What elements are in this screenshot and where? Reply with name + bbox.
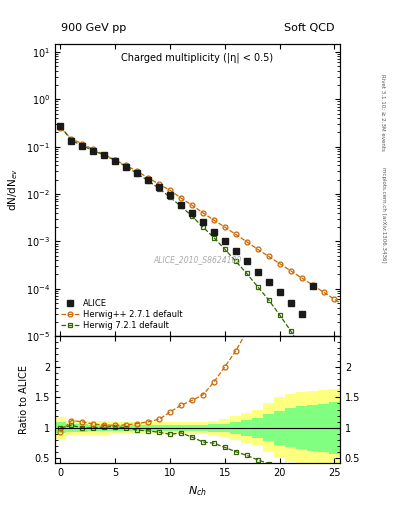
Herwig++ 2.7.1 default [211, 217, 216, 223]
Herwig++ 2.7.1 default [200, 210, 205, 216]
Herwig 7.2.1 default [288, 328, 293, 334]
Herwig++ 2.7.1 default [277, 261, 282, 267]
Herwig++ 2.7.1 default [102, 152, 107, 158]
ALICE [222, 238, 227, 244]
ALICE [168, 192, 173, 198]
Herwig 7.2.1 default [113, 157, 118, 163]
Herwig++ 2.7.1 default [168, 187, 173, 194]
ALICE [244, 258, 249, 264]
ALICE [58, 123, 63, 129]
Herwig++ 2.7.1 default [343, 304, 348, 310]
Herwig 7.2.1 default [200, 224, 205, 230]
Text: Soft QCD: Soft QCD [284, 23, 334, 33]
ALICE [288, 300, 293, 306]
Herwig++ 2.7.1 default [135, 168, 140, 175]
ALICE [91, 147, 96, 154]
Herwig++ 2.7.1 default [58, 125, 63, 131]
Herwig++ 2.7.1 default [179, 195, 184, 201]
Line: Herwig 7.2.1 default: Herwig 7.2.1 default [58, 124, 315, 372]
ALICE [299, 310, 304, 316]
X-axis label: $N_{ch}$: $N_{ch}$ [188, 484, 207, 498]
Herwig++ 2.7.1 default [146, 175, 151, 181]
Herwig 7.2.1 default [179, 203, 184, 209]
Herwig 7.2.1 default [266, 297, 271, 303]
Herwig 7.2.1 default [233, 258, 238, 264]
Herwig 7.2.1 default [124, 163, 129, 169]
Herwig 7.2.1 default [80, 142, 85, 148]
Herwig++ 2.7.1 default [310, 282, 315, 288]
Herwig++ 2.7.1 default [266, 253, 271, 260]
Herwig++ 2.7.1 default [288, 268, 293, 274]
ALICE [255, 269, 260, 275]
ALICE [211, 229, 216, 235]
Herwig++ 2.7.1 default [244, 239, 249, 245]
Line: ALICE: ALICE [58, 123, 315, 316]
Herwig 7.2.1 default [255, 284, 260, 290]
Herwig 7.2.1 default [58, 123, 63, 129]
Herwig 7.2.1 default [146, 178, 151, 184]
Text: ALICE_2010_S8624100: ALICE_2010_S8624100 [153, 255, 242, 265]
Herwig++ 2.7.1 default [80, 141, 85, 147]
Herwig 7.2.1 default [299, 346, 304, 352]
Herwig 7.2.1 default [244, 270, 249, 276]
Herwig++ 2.7.1 default [255, 246, 260, 252]
Text: Charged multiplicity (|η| < 0.5): Charged multiplicity (|η| < 0.5) [121, 52, 274, 63]
Legend: ALICE, Herwig++ 2.7.1 default, Herwig 7.2.1 default: ALICE, Herwig++ 2.7.1 default, Herwig 7.… [59, 297, 184, 332]
Herwig++ 2.7.1 default [222, 224, 227, 230]
Herwig++ 2.7.1 default [113, 157, 118, 163]
ALICE [135, 170, 140, 176]
Herwig 7.2.1 default [277, 312, 282, 318]
ALICE [233, 248, 238, 254]
Herwig 7.2.1 default [157, 185, 162, 191]
Herwig 7.2.1 default [310, 366, 315, 372]
Herwig 7.2.1 default [168, 194, 173, 200]
Y-axis label: Ratio to ALICE: Ratio to ALICE [19, 365, 29, 434]
Herwig++ 2.7.1 default [91, 146, 96, 153]
Herwig++ 2.7.1 default [69, 136, 74, 142]
Text: 900 GeV pp: 900 GeV pp [61, 23, 126, 33]
Herwig 7.2.1 default [102, 152, 107, 158]
Herwig 7.2.1 default [211, 234, 216, 241]
ALICE [113, 158, 118, 164]
ALICE [69, 138, 74, 144]
Herwig++ 2.7.1 default [233, 231, 238, 238]
Herwig++ 2.7.1 default [321, 289, 326, 295]
Text: mcplots.cern.ch [arXiv:1306.3436]: mcplots.cern.ch [arXiv:1306.3436] [381, 167, 386, 263]
ALICE [179, 201, 184, 207]
Herwig 7.2.1 default [190, 213, 195, 219]
Herwig 7.2.1 default [69, 137, 74, 143]
Herwig 7.2.1 default [222, 246, 227, 252]
ALICE [80, 142, 85, 148]
Herwig++ 2.7.1 default [332, 296, 337, 303]
ALICE [146, 177, 151, 183]
ALICE [266, 279, 271, 285]
ALICE [124, 163, 129, 169]
Herwig++ 2.7.1 default [157, 181, 162, 187]
ALICE [277, 289, 282, 295]
Herwig++ 2.7.1 default [190, 202, 195, 208]
Line: Herwig++ 2.7.1 default: Herwig++ 2.7.1 default [58, 125, 348, 309]
ALICE [200, 219, 205, 225]
Herwig 7.2.1 default [91, 147, 96, 154]
ALICE [157, 184, 162, 190]
ALICE [190, 210, 195, 216]
ALICE [102, 153, 107, 159]
Herwig 7.2.1 default [135, 170, 140, 177]
Herwig++ 2.7.1 default [299, 275, 304, 281]
ALICE [310, 283, 315, 289]
Y-axis label: dN/dN$_{ev}$: dN/dN$_{ev}$ [7, 168, 20, 211]
Herwig++ 2.7.1 default [124, 162, 129, 168]
Text: Rivet 3.1.10; ≥ 2.3M events: Rivet 3.1.10; ≥ 2.3M events [381, 74, 386, 151]
